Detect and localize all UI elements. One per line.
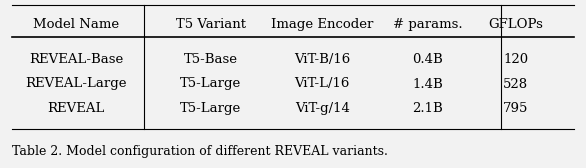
- Text: REVEAL: REVEAL: [47, 102, 105, 115]
- Text: GFLOPs: GFLOPs: [488, 18, 543, 31]
- Text: T5-Large: T5-Large: [180, 102, 241, 115]
- Text: 528: 528: [503, 77, 528, 91]
- Text: ViT-g/14: ViT-g/14: [295, 102, 350, 115]
- Text: # params.: # params.: [393, 18, 462, 31]
- Text: 795: 795: [503, 102, 529, 115]
- Text: ViT-B/16: ViT-B/16: [294, 53, 350, 66]
- Text: 1.4B: 1.4B: [413, 77, 443, 91]
- Text: Image Encoder: Image Encoder: [271, 18, 373, 31]
- Text: T5-Large: T5-Large: [180, 77, 241, 91]
- Text: 2.1B: 2.1B: [413, 102, 443, 115]
- Text: Table 2. Model configuration of different REVEAL variants.: Table 2. Model configuration of differen…: [12, 145, 387, 158]
- Text: 0.4B: 0.4B: [413, 53, 443, 66]
- Text: T5-Base: T5-Base: [184, 53, 238, 66]
- Text: REVEAL-Base: REVEAL-Base: [29, 53, 123, 66]
- Text: ViT-L/16: ViT-L/16: [295, 77, 350, 91]
- Text: Model Name: Model Name: [33, 18, 119, 31]
- Text: T5 Variant: T5 Variant: [176, 18, 246, 31]
- Text: REVEAL-Large: REVEAL-Large: [25, 77, 127, 91]
- Text: 120: 120: [503, 53, 528, 66]
